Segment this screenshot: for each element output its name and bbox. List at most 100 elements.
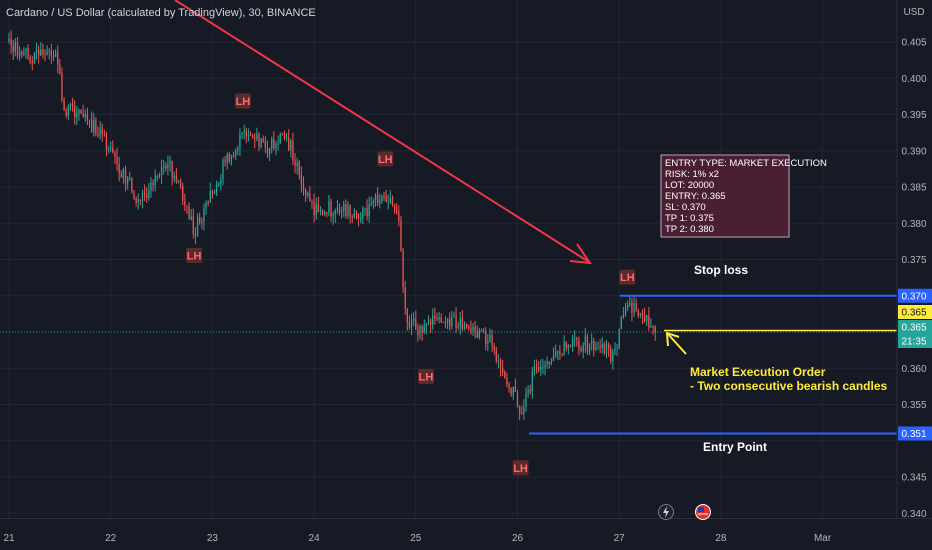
candle-body: [436, 318, 438, 320]
candle-body: [237, 147, 239, 151]
candle-body: [389, 197, 392, 202]
candle-body: [470, 327, 472, 331]
price-tag-countdown: [898, 334, 932, 348]
candle-body: [561, 353, 563, 355]
candle-body: [290, 140, 292, 151]
candle-body: [82, 113, 84, 117]
candle-body: [264, 141, 267, 148]
candle-body: [633, 302, 635, 313]
candle-body: [476, 331, 478, 338]
candle-body: [398, 212, 400, 221]
candle-body: [188, 206, 190, 220]
candle-body: [315, 203, 317, 216]
candle-body: [550, 360, 553, 365]
candle-body: [654, 327, 656, 333]
candle-body: [446, 318, 449, 324]
candle-body: [438, 317, 440, 320]
candle-body: [133, 192, 135, 199]
candle-body: [27, 48, 29, 58]
candle-body: [618, 329, 620, 349]
candle-body: [502, 368, 504, 372]
candle-body: [387, 201, 389, 203]
candle-body: [258, 133, 260, 147]
candle-body: [622, 314, 625, 318]
price-tag-stop: [898, 288, 932, 303]
candle-body: [590, 340, 593, 344]
time-tick: 27: [614, 533, 626, 544]
candle-body: [565, 341, 567, 349]
candle-body: [391, 197, 394, 205]
candle-body: [546, 361, 548, 365]
candle-body: [23, 52, 25, 55]
candle-body: [300, 174, 303, 185]
info-box-line: TP 1: 0.375: [665, 213, 714, 224]
candle-body: [552, 355, 555, 361]
price-tag-last: [898, 320, 932, 334]
candle-body: [510, 388, 512, 395]
candle-body: [213, 193, 216, 195]
candle-body: [311, 201, 313, 203]
candle-body: [232, 155, 235, 157]
candle-body: [406, 308, 408, 323]
candle-body: [415, 318, 417, 330]
candle-body: [131, 177, 133, 193]
price-tag-entry: [898, 305, 932, 319]
candle-body: [612, 350, 614, 362]
candles: [8, 30, 656, 421]
candle-body: [364, 207, 366, 209]
candle-body: [459, 317, 461, 327]
entry-point-label: Entry Point: [703, 440, 767, 454]
candle-body: [349, 204, 351, 217]
candle-body: [497, 360, 500, 362]
candle-body: [442, 322, 445, 324]
candle-body: [453, 315, 455, 317]
candle-body: [137, 199, 139, 203]
candle-body: [614, 348, 616, 351]
candle-body: [332, 214, 334, 217]
price-tag-low: [898, 426, 932, 441]
candle-body: [336, 208, 339, 211]
candle-body: [97, 134, 99, 136]
price-tick: 0.355: [901, 400, 926, 411]
candle-body: [340, 210, 343, 213]
candle-body: [512, 386, 514, 395]
candle-body: [107, 148, 110, 150]
candle-body: [440, 317, 442, 323]
candle-body: [601, 343, 603, 349]
candle-body: [321, 211, 324, 215]
candle-body: [643, 315, 646, 321]
time-tick: 25: [410, 533, 422, 544]
candle-body: [25, 48, 27, 53]
candle-body: [156, 176, 158, 178]
candle-body: [192, 216, 194, 234]
candle-body: [527, 389, 529, 394]
candle-body: [173, 176, 175, 179]
candle-body: [610, 348, 612, 362]
candle-body: [582, 345, 584, 352]
candle-body: [493, 346, 495, 350]
lh-label: LH: [513, 463, 528, 475]
candle-body: [124, 168, 127, 184]
candle-body: [302, 184, 305, 190]
candle-body: [67, 105, 69, 116]
candle-body: [48, 50, 50, 52]
candle-body: [616, 348, 618, 350]
candle-body: [324, 212, 326, 215]
lh-label-box: [417, 368, 434, 384]
candle-body: [205, 202, 207, 209]
candle-body: [383, 195, 385, 197]
lh-label: LH: [419, 371, 434, 383]
info-box-line: ENTRY: 0.365: [665, 191, 726, 202]
candle-body: [563, 341, 565, 354]
candle-body: [444, 322, 447, 324]
candle-body: [114, 152, 116, 157]
time-tick: 21: [3, 533, 15, 544]
time-tick: 26: [512, 533, 524, 544]
candle-body: [292, 140, 294, 161]
candle-body: [78, 109, 80, 114]
candle-body: [14, 41, 17, 52]
candle-body: [12, 45, 14, 52]
candle-body: [18, 51, 21, 57]
